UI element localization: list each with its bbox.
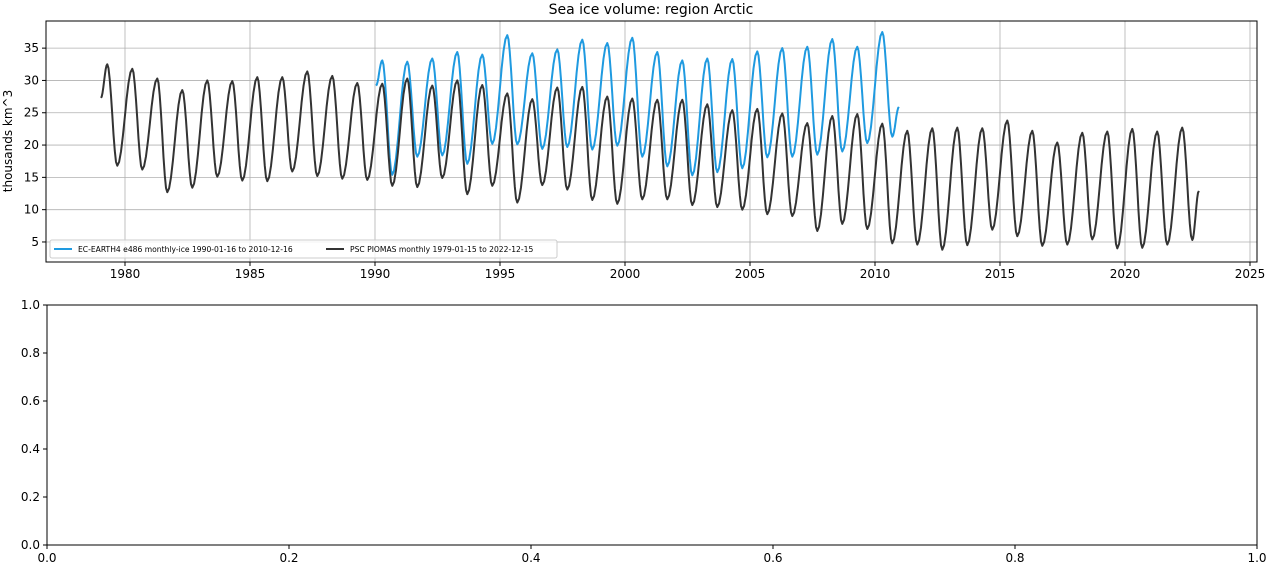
y-tick-label: 5 [31,235,39,249]
y-tick-label: 20 [24,138,39,152]
legend-label-ec-earth: EC-EARTH4 e486 monthly-ice 1990-01-16 to… [78,245,293,254]
top-axes-frame [45,20,1258,263]
y-tick-label: 0.4 [21,442,40,456]
x-tick-label: 2015 [985,267,1016,281]
y-tick-label: 30 [24,73,39,87]
chart-title: Sea ice volume: region Arctic [549,2,754,18]
x-tick-label: 2020 [1110,267,1141,281]
legend: EC-EARTH4 e486 monthly-ice 1990-01-16 to… [49,239,558,259]
x-tick-label: 0.4 [521,551,540,565]
x-tick-label: 2000 [610,267,641,281]
y-tick-label: 0.6 [21,394,40,408]
y-tick-label: 25 [24,106,39,120]
x-tick-label: 0.8 [1005,551,1024,565]
x-tick-label: 1990 [360,267,391,281]
y-tick-label: 0.0 [21,538,40,552]
x-tick-label: 0.2 [279,551,298,565]
bottom-ticks: 0.0 0.2 0.4 0.6 0.8 1.0 0.0 0.2 0.4 0.6 0.8 1.0 [21,298,1267,565]
series-line-ec-earth [375,31,900,177]
y-tick-label: 0.2 [21,490,40,504]
series-line-piomas [100,63,1200,251]
legend-box [49,239,558,259]
x-tick-label: 2025 [1235,267,1266,281]
y-tick-label: 35 [24,41,39,55]
y-axis-label: thousands km^3 [1,90,15,192]
x-tick-label: 2005 [735,267,766,281]
y-tick-label: 10 [24,203,39,217]
x-tick-label: 1.0 [1247,551,1266,565]
y-tick-label: 1.0 [21,298,40,312]
x-tick-label: 1995 [485,267,516,281]
bottom-axes-frame [46,304,1258,546]
y-tick-label: 0.8 [21,346,40,360]
x-tick-label: 1985 [235,267,266,281]
top-ticks: 1980 1985 1990 1995 2000 2005 2010 2015 2020 2025… [24,41,1266,281]
top-series [100,31,1200,251]
x-tick-label: 1980 [110,267,141,281]
x-tick-label: 0.0 [37,551,56,565]
x-tick-label: 2010 [860,267,891,281]
y-tick-label: 15 [24,170,39,184]
x-tick-label: 0.6 [763,551,782,565]
legend-label-piomas: PSC PIOMAS monthly 1979-01-15 to 2022-12… [350,245,533,254]
